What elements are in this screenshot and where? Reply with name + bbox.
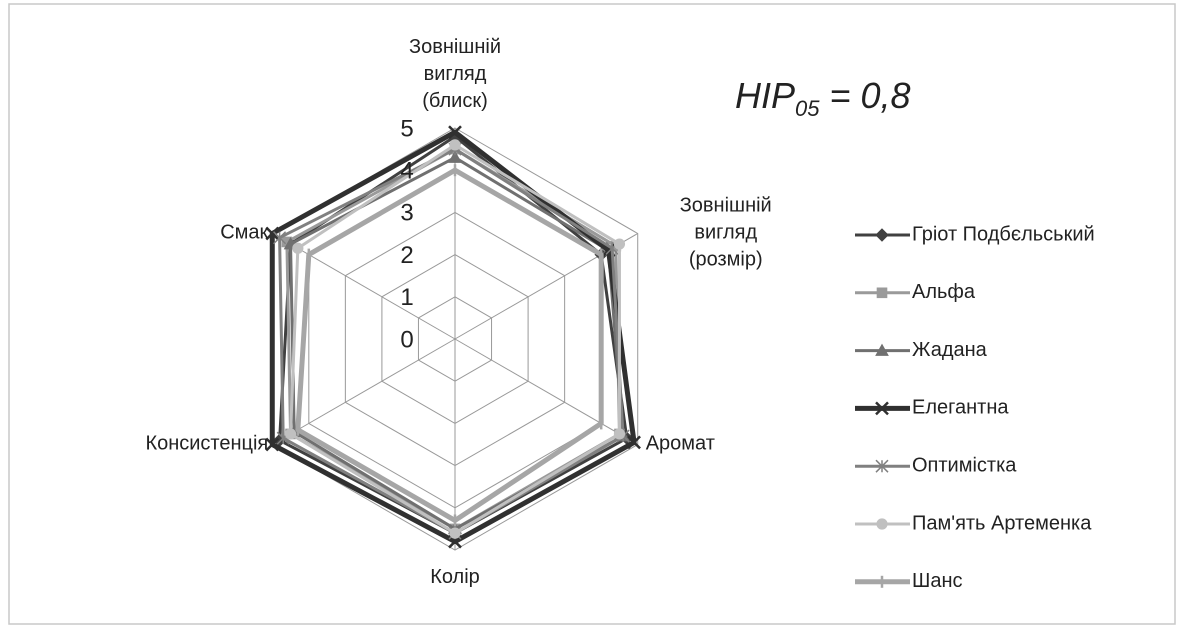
marker bbox=[876, 518, 888, 530]
legend-label: Пам'ять Артеменка bbox=[912, 512, 1092, 534]
legend-label: Елегантна bbox=[912, 397, 1009, 419]
chart-frame bbox=[8, 3, 1176, 625]
category-label: Смак bbox=[220, 222, 268, 244]
spoke bbox=[454, 338, 638, 445]
r-tick-label: 5 bbox=[400, 115, 413, 142]
category-label-line: Консистенція bbox=[145, 433, 268, 455]
category-label-line: (розмір) bbox=[689, 249, 763, 271]
marker bbox=[876, 287, 888, 299]
marker bbox=[448, 150, 462, 163]
r-tick-label: 4 bbox=[400, 158, 413, 185]
r-tick-label: 1 bbox=[400, 284, 413, 311]
legend-label: Оптимістка bbox=[912, 454, 1017, 476]
marker bbox=[613, 238, 626, 250]
marker bbox=[627, 435, 641, 450]
annotation: HIP05 = 0,8 bbox=[735, 75, 911, 121]
spoke bbox=[272, 233, 456, 340]
marker bbox=[875, 401, 889, 416]
legend-label: Гріот Подбєльський bbox=[912, 223, 1095, 245]
category-label-line: Колір bbox=[430, 566, 480, 588]
category-label-line: вигляд bbox=[694, 222, 757, 244]
legend-label: Жадана bbox=[912, 339, 988, 361]
marker bbox=[449, 527, 461, 539]
marker bbox=[613, 428, 626, 440]
marker bbox=[448, 125, 462, 140]
category-label-line: Смак bbox=[220, 222, 268, 244]
r-tick-label: 0 bbox=[400, 326, 413, 353]
annotation-main: HIP bbox=[735, 75, 795, 116]
marker bbox=[284, 428, 297, 440]
category-label: Колір bbox=[430, 566, 480, 588]
category-label-line: Зовнішній bbox=[680, 195, 772, 217]
marker bbox=[292, 242, 304, 254]
marker bbox=[449, 139, 461, 151]
category-label-line: вигляд bbox=[424, 63, 487, 85]
marker bbox=[265, 437, 280, 452]
marker bbox=[875, 228, 889, 242]
marker bbox=[265, 226, 280, 241]
r-tick-label: 3 bbox=[400, 200, 413, 227]
legend-label: Альфа bbox=[912, 281, 976, 303]
annotation-rest: = 0,8 bbox=[820, 75, 911, 116]
category-label-line: Аромат bbox=[646, 433, 715, 455]
r-tick-label: 2 bbox=[400, 242, 413, 269]
legend-label: Шанс bbox=[912, 570, 963, 592]
marker bbox=[875, 459, 889, 473]
spoke bbox=[272, 338, 456, 445]
marker bbox=[875, 343, 889, 356]
marker bbox=[273, 231, 287, 245]
category-label: Зовнішній вигляд (розмір) bbox=[680, 195, 772, 271]
category-label: Зовнішній вигляд (блиск) bbox=[409, 36, 501, 112]
category-label: Консистенція bbox=[145, 433, 268, 455]
category-label: Аромат bbox=[646, 433, 715, 455]
annotation-sub: 05 bbox=[795, 96, 820, 121]
category-label-line: (блиск) bbox=[422, 90, 487, 112]
category-label-line: Зовнішній bbox=[409, 36, 501, 58]
